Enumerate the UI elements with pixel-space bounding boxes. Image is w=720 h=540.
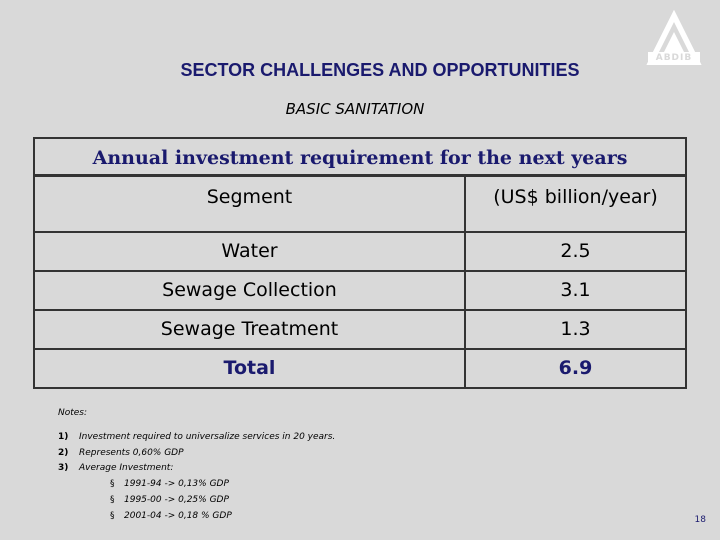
notes-label: Notes: — [58, 408, 88, 418]
note-bullet: § 1995-00 -> 0,25% GDP — [58, 493, 335, 509]
slide-title: SECTOR CHALLENGES AND OPPORTUNITIES — [180, 60, 580, 80]
bullet-icon: § — [110, 479, 115, 490]
table-heading: Annual investment requirement for the ne… — [35, 139, 685, 177]
row-value-sewage-treatment: 1.3 — [560, 318, 591, 340]
notes-section: Notes: 1) Investment required to universa… — [58, 406, 335, 525]
logo-text: ABDIB — [655, 53, 693, 63]
note-item: 1) Investment required to universalize se… — [58, 431, 336, 442]
bullet-icon: § — [110, 510, 115, 521]
row-value-total: 6.9 — [558, 357, 593, 379]
investment-table — [33, 137, 687, 389]
row-divider — [35, 231, 685, 233]
bullet-icon: § — [110, 494, 115, 505]
note-bullet: § 2001-04 -> 0,18 % GDP — [58, 509, 335, 525]
row-segment-total: Total — [223, 357, 276, 379]
row-divider — [35, 309, 685, 311]
note-item: 2) Represents 0,60% GDP — [58, 447, 184, 458]
column-divider — [464, 177, 466, 387]
row-segment-sewage-treatment: Sewage Treatment — [160, 318, 339, 340]
row-value-water: 2.5 — [560, 240, 591, 262]
note-bullet: § 1991-94 -> 0,13% GDP — [58, 477, 335, 493]
row-divider — [35, 348, 685, 350]
note-item: 3) Average Investment: — [58, 463, 174, 474]
page-number: 18 — [694, 515, 706, 525]
column-header-value: (US$ billion/year) — [493, 186, 658, 208]
row-segment-water: Water — [221, 240, 278, 262]
slide-subtitle: BASIC SANITATION — [285, 100, 425, 118]
column-header-segment: Segment — [206, 186, 293, 208]
row-divider — [35, 270, 685, 272]
row-segment-sewage-collection: Sewage Collection — [162, 279, 337, 301]
abdib-logo — [646, 10, 702, 65]
row-value-sewage-collection: 3.1 — [560, 279, 591, 301]
